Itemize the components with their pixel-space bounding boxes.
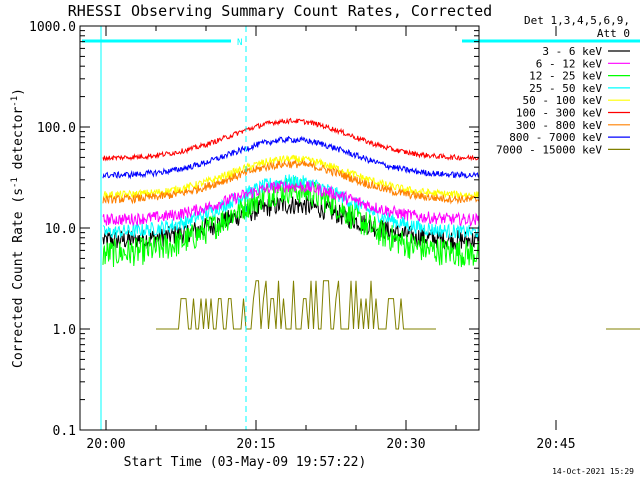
legend-label: 3 - 6 keV bbox=[542, 45, 602, 58]
series-line bbox=[102, 154, 480, 200]
legend-label: 12 - 25 keV bbox=[529, 70, 602, 83]
y-tick-label: 1000.0 bbox=[29, 20, 76, 35]
high-energy-block bbox=[606, 328, 640, 330]
legend-label: 6 - 12 keV bbox=[536, 57, 603, 70]
x-axis-label: Start Time (03-May-09 19:57:22) bbox=[124, 455, 367, 470]
series-line bbox=[102, 174, 480, 239]
series-line bbox=[102, 135, 480, 180]
series-line bbox=[102, 159, 480, 205]
legend-label: 50 - 100 keV bbox=[523, 94, 603, 107]
y-tick-label: 100.0 bbox=[37, 121, 76, 136]
legend-label: 100 - 300 keV bbox=[516, 107, 602, 120]
high-energy-series bbox=[156, 280, 640, 330]
series-line bbox=[102, 117, 480, 162]
y-axis-label-end: ) bbox=[11, 88, 26, 96]
legend-header-2: Att 0 bbox=[597, 27, 630, 40]
y-tick-label: 0.1 bbox=[53, 424, 76, 439]
y-axis-label: Corrected Count Rate (s-1 detector-1) bbox=[10, 88, 26, 368]
series-line bbox=[102, 195, 480, 251]
high-energy-block bbox=[156, 280, 436, 330]
x-tick-label: 20:00 bbox=[86, 437, 125, 452]
y-axis-label-mid: detector bbox=[11, 107, 26, 178]
y-axis-label-sup1: -1 bbox=[10, 177, 20, 188]
saa-label: N bbox=[237, 38, 242, 48]
saa-markers: N bbox=[82, 26, 640, 430]
legend-label: 800 - 7000 keV bbox=[509, 131, 602, 144]
series-line bbox=[102, 180, 480, 227]
chart-title: RHESSI Observing Summary Count Rates, Co… bbox=[68, 2, 492, 20]
legend-label: 300 - 800 keV bbox=[516, 119, 602, 132]
y-ticks: 1000.0 100.0 10.0 1.0 0.1 bbox=[29, 20, 479, 439]
legend-label: 7000 - 15000 keV bbox=[496, 143, 602, 156]
plot-lines bbox=[102, 117, 480, 268]
y-tick-label: 10.0 bbox=[45, 222, 76, 237]
legend-header-1: Det 1,3,4,5,6,9, bbox=[524, 14, 630, 27]
y-tick-label: 1.0 bbox=[53, 323, 76, 338]
x-tick-label: 20:15 bbox=[236, 437, 275, 452]
y-axis-label-main: Corrected Count Rate (s bbox=[11, 188, 26, 368]
x-tick-label: 20:45 bbox=[536, 437, 575, 452]
legend-label: 25 - 50 keV bbox=[529, 82, 602, 95]
footer-timestamp: 14-Oct-2021 15:29 bbox=[552, 467, 634, 476]
series-line bbox=[102, 176, 480, 268]
x-tick-label: 20:30 bbox=[386, 437, 425, 452]
y-axis-label-sup2: -1 bbox=[10, 96, 20, 107]
